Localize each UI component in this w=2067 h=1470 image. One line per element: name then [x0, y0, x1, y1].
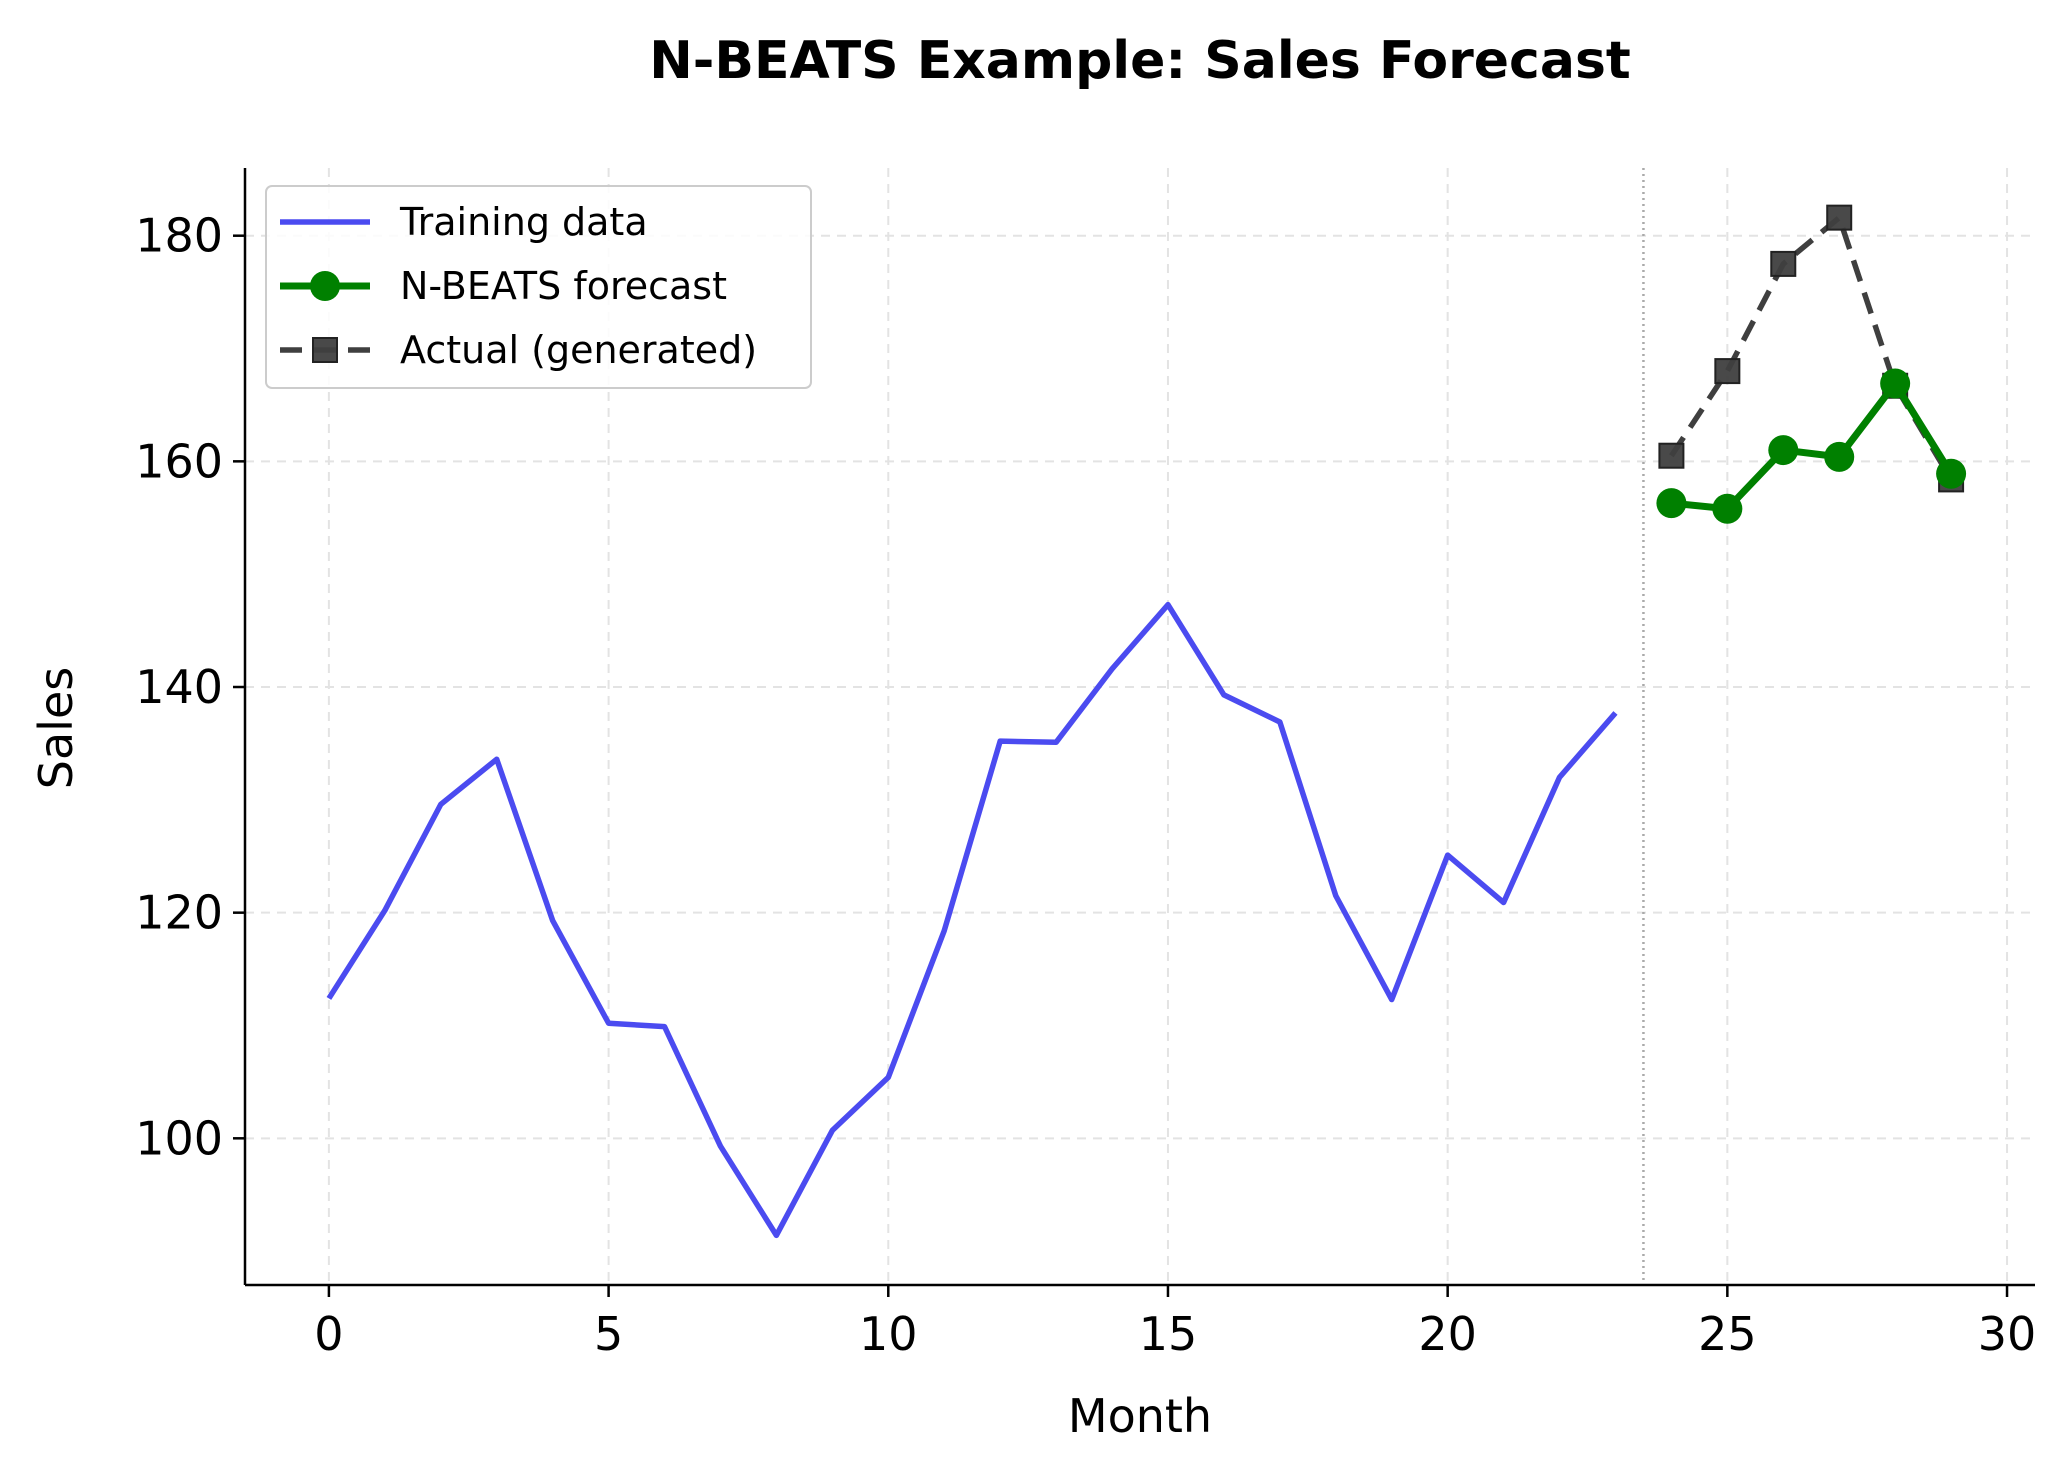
- x-tick-label: 25: [1698, 1307, 1757, 1361]
- x-tick-label: 30: [1978, 1307, 2037, 1361]
- y-tick-label: 140: [135, 660, 223, 714]
- data-point: [1768, 435, 1799, 466]
- data-point: [1880, 368, 1911, 399]
- x-tick-label: 10: [859, 1307, 918, 1361]
- legend-entry: Actual (generated): [280, 328, 757, 372]
- series-layer: [326, 204, 1967, 1239]
- y-axis-label: Sales: [29, 667, 83, 789]
- x-tick-label: 20: [1418, 1307, 1477, 1361]
- data-point: [1824, 441, 1855, 472]
- series-n-beats-forecast: [1656, 368, 1967, 524]
- x-axis-label: Month: [1068, 1389, 1212, 1443]
- legend-label: Training data: [399, 200, 648, 244]
- series-line: [1669, 214, 1954, 481]
- legend-box: [265, 185, 812, 389]
- data-point: [1712, 493, 1743, 524]
- y-tick-label: 100: [135, 1111, 223, 1165]
- data-point: [1714, 358, 1741, 385]
- series-line: [326, 601, 1618, 1239]
- x-tick-label: 5: [594, 1307, 623, 1361]
- legend-label: Actual (generated): [400, 328, 757, 372]
- chart-title: N-BEATS Example: Sales Forecast: [649, 31, 1631, 91]
- x-tick-label: 0: [314, 1307, 343, 1361]
- legend-label: N-BEATS forecast: [400, 264, 727, 308]
- legend: Training data N-BEATS forecast Actual (gen…: [265, 185, 812, 389]
- y-tick-label: 160: [135, 434, 223, 488]
- series-training-data: [326, 601, 1618, 1239]
- x-tick-label: 15: [1139, 1307, 1198, 1361]
- legend-marker: [310, 271, 340, 301]
- series-line: [1671, 380, 1955, 513]
- grid: [245, 168, 2035, 1285]
- axes: 0 5 10 15 20 25 30 100 120 140 160 180: [135, 168, 2036, 1361]
- data-point: [1656, 488, 1687, 519]
- data-point: [1770, 250, 1797, 277]
- data-point: [1936, 458, 1967, 489]
- legend-entry: N-BEATS forecast: [280, 264, 727, 308]
- series-actual-generated: [1658, 204, 1965, 493]
- legend-marker: [312, 337, 338, 363]
- y-tick-label: 120: [135, 886, 223, 940]
- y-tick-label: 180: [135, 209, 223, 263]
- data-point: [1826, 204, 1853, 231]
- data-point: [1658, 442, 1685, 469]
- legend-entry: Training data: [280, 200, 648, 244]
